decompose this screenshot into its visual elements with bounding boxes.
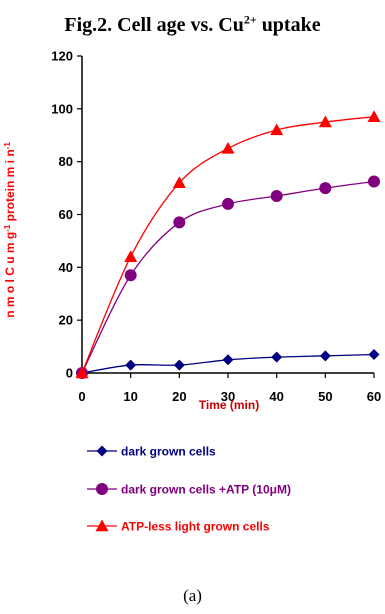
y-tick-label: 100 (51, 101, 73, 116)
data-point (368, 349, 380, 361)
series-triangle (75, 110, 381, 379)
data-point (319, 350, 331, 362)
data-point (222, 354, 234, 366)
series-layer (75, 110, 381, 379)
data-point (125, 359, 137, 371)
legend-marker (96, 483, 108, 495)
x-tick-label: 0 (78, 389, 85, 404)
x-tick-label: 30 (221, 389, 235, 404)
legend-item: dark grown cells +ATP (10μM) (87, 483, 291, 497)
y-axis-label: n m o l C u m g-1 protein m i n-1 (3, 142, 18, 318)
y-tick-label: 0 (66, 366, 73, 381)
legend-label: dark grown cells (121, 445, 216, 459)
x-tick-label: 10 (123, 389, 137, 404)
x-tick-label: 60 (367, 389, 381, 404)
legend-item: dark grown cells (87, 445, 216, 459)
data-point (368, 175, 380, 188)
figure-caption: (a) (183, 586, 202, 605)
legend-marker (96, 445, 108, 457)
y-tick-label: 40 (59, 260, 73, 275)
legend-label: dark grown cells +ATP (10μM) (121, 483, 291, 497)
y-tick-label: 80 (59, 154, 73, 169)
legend-marker (95, 519, 109, 532)
x-axis-label: Time (min) (199, 398, 259, 412)
y-tick-labels: 0 20 40 60 80 100 120 (51, 49, 82, 381)
y-axis-label-part: n m o l C u m g (3, 232, 17, 318)
data-point (271, 351, 283, 363)
y-axis-label-superscript: -1 (3, 142, 12, 150)
data-point (172, 176, 186, 188)
y-tick-label: 60 (59, 207, 73, 222)
chart-title: Fig.2. Cell age vs. Cu2+ uptake (64, 12, 321, 36)
data-point (319, 182, 332, 195)
data-point (367, 110, 381, 122)
series-line (81, 116, 375, 374)
data-point (75, 366, 89, 379)
data-point (124, 250, 138, 262)
y-tick-label: 20 (59, 313, 73, 328)
legend-item: ATP-less light grown cells (87, 519, 270, 534)
axes (81, 56, 374, 374)
data-point (270, 123, 284, 136)
line-chart: 0 20 40 60 80 100 120 0 10 20 30 40 50 60 n m o l C … (3, 49, 382, 534)
legend-label: ATP-less light grown cells (121, 520, 270, 534)
y-axis-label-part: protein m i n (3, 149, 17, 224)
data-point (173, 216, 186, 229)
y-tick-label: 120 (51, 49, 73, 64)
x-tick-label: 20 (172, 389, 186, 404)
x-tick-labels: 0 10 20 30 40 50 60 (78, 373, 381, 404)
data-point (221, 141, 235, 154)
data-point (173, 359, 185, 371)
data-point (124, 269, 137, 282)
data-point (270, 190, 283, 203)
y-axis-label-superscript: -1 (3, 224, 12, 232)
data-point (318, 115, 332, 128)
legend: dark grown cells dark grown cells +ATP (1… (87, 445, 291, 534)
x-tick-label: 40 (269, 389, 283, 404)
data-point (222, 197, 234, 210)
x-tick-label: 50 (318, 389, 332, 404)
